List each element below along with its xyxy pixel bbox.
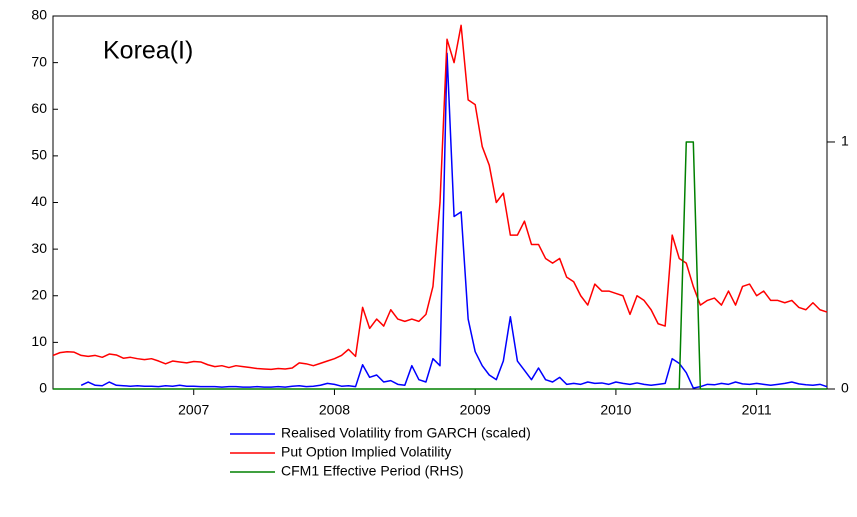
chart-annotation: Korea(I) [103,37,193,65]
series-line [53,141,827,390]
y-tick-label: 40 [31,193,47,209]
x-tick-label: 2009 [460,402,491,418]
y-tick-label: 0 [39,380,47,396]
series-line [52,24,828,371]
legend-label: Put Option Implied Volatility [281,444,451,460]
x-tick-label: 2007 [178,402,209,418]
y-tick-label: 70 [31,53,47,69]
y-tick-label: 50 [31,147,47,163]
x-tick-label: 2011 [742,402,772,418]
y2-tick-label: 0 [841,380,849,396]
x-tick-label: 2008 [319,402,350,418]
series-line [80,52,828,389]
x-tick-label: 2010 [600,402,631,418]
y-tick-label: 10 [31,333,47,349]
y-tick-label: 60 [31,100,47,116]
y-tick-label: 30 [31,240,47,256]
legend-label: CFM1 Effective Period (RHS) [281,463,464,479]
y-tick-label: 20 [31,286,47,302]
legend-label: Realised Volatility from GARCH (scaled) [281,425,531,441]
y-tick-label: 80 [31,7,47,23]
y2-tick-label: 1 [841,133,849,149]
